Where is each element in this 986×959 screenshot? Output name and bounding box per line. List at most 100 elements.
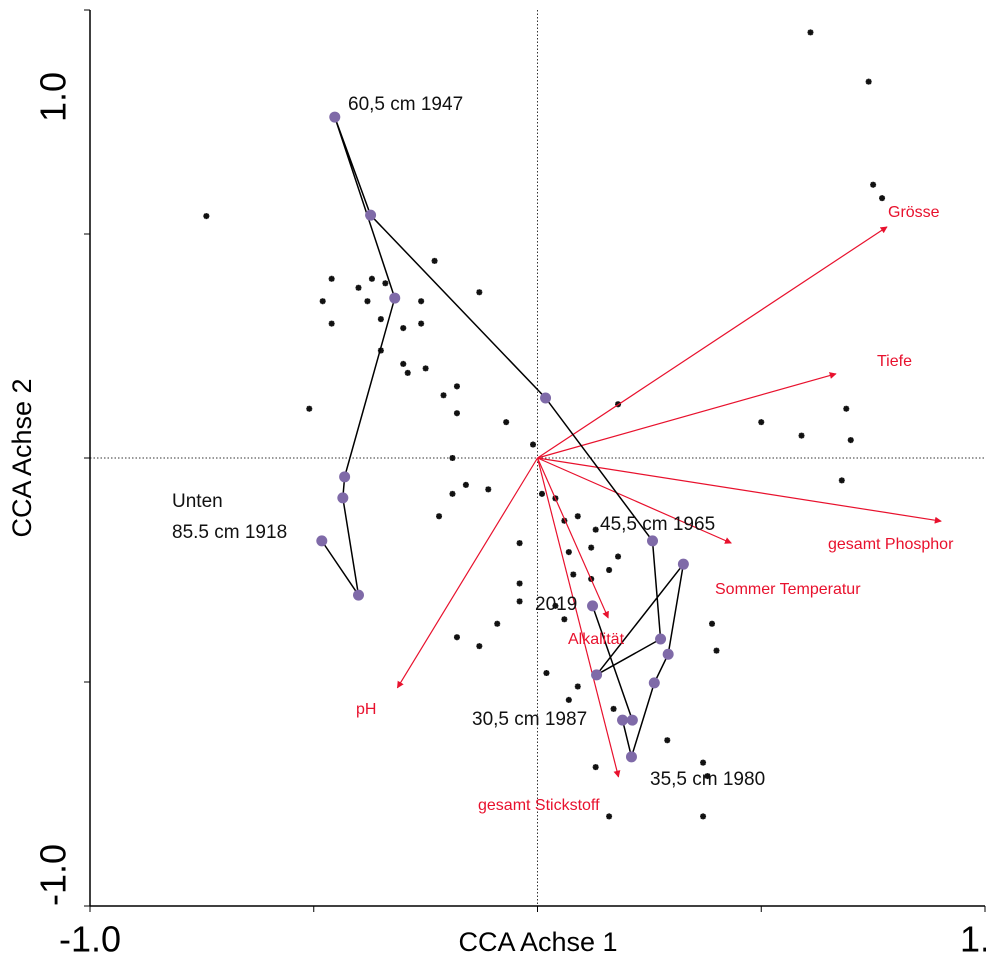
sample-point <box>625 751 637 763</box>
species-point <box>368 275 375 282</box>
y-tick-label: 1.0 <box>33 72 74 122</box>
species-point <box>203 213 210 220</box>
species-point <box>422 365 429 372</box>
species-point <box>382 280 389 287</box>
x-tick-label: 1.0 <box>960 919 986 959</box>
species-point <box>516 580 523 587</box>
species-point <box>418 320 425 327</box>
species-point <box>319 298 326 305</box>
sample-point <box>316 535 328 547</box>
species-point <box>516 598 523 605</box>
species-point <box>400 325 407 332</box>
sample-point <box>389 292 401 304</box>
species-point <box>561 517 568 524</box>
sample-label: 30,5 cm 1987 <box>472 709 587 730</box>
species-point <box>494 620 501 627</box>
sample-point <box>591 669 603 681</box>
species-point <box>453 383 460 390</box>
species-point <box>570 571 577 578</box>
x-axis-title: CCA Achse 1 <box>458 927 617 957</box>
species-point <box>543 670 550 677</box>
species-point <box>606 813 613 820</box>
species-point <box>364 298 371 305</box>
sample-point <box>626 714 638 726</box>
species-point <box>847 437 854 444</box>
species-point <box>843 405 850 412</box>
species-point <box>700 813 707 820</box>
species-point <box>574 683 581 690</box>
species-point <box>615 553 622 560</box>
species-point <box>758 419 765 426</box>
sample-point <box>617 714 629 726</box>
sample-label: 45,5 cm 1965 <box>600 514 715 535</box>
sample-point <box>329 111 341 123</box>
arrow-label: gesamt Stickstoff <box>478 797 600 814</box>
sample-label: Unten <box>172 491 223 512</box>
sample-point <box>655 633 667 645</box>
species-point <box>538 490 545 497</box>
species-point <box>453 634 460 641</box>
species-point <box>709 620 716 627</box>
species-point <box>503 419 510 426</box>
sample-point <box>365 209 377 221</box>
y-axis-title: CCA Achse 2 <box>7 378 37 537</box>
species-point <box>838 477 845 484</box>
species-point <box>462 481 469 488</box>
species-point <box>431 257 438 264</box>
species-point <box>436 513 443 520</box>
sample-point <box>337 492 349 504</box>
species-point <box>870 181 877 188</box>
species-point <box>606 567 613 573</box>
env-arrow <box>537 372 837 459</box>
sample-trajectory <box>321 116 685 760</box>
species-point <box>713 647 720 654</box>
species-point <box>377 316 384 323</box>
species-point <box>516 540 523 547</box>
env-arrow <box>536 457 621 778</box>
y-tick-label: -1.0 <box>33 844 74 906</box>
species-point <box>561 616 568 623</box>
species-point <box>355 284 362 291</box>
arrow-label: pH <box>356 701 376 718</box>
species-point <box>807 29 814 36</box>
species-point <box>704 773 711 780</box>
species-point <box>798 432 805 439</box>
species-point <box>865 78 872 85</box>
species-point <box>552 602 559 609</box>
species-point <box>449 455 456 461</box>
sample-point <box>587 600 599 612</box>
species-point <box>453 410 460 417</box>
species-point <box>328 275 335 282</box>
env-arrow <box>537 457 732 544</box>
env-arrow <box>536 457 609 619</box>
x-tick-label: -1.0 <box>59 919 121 959</box>
sample-label: 60,5 cm 1947 <box>348 94 463 115</box>
species-point <box>588 544 595 551</box>
sample-point <box>648 677 660 689</box>
species-point <box>328 320 335 327</box>
species-point <box>700 759 707 766</box>
arrow-label: Grösse <box>888 204 940 221</box>
sample-point <box>647 535 659 547</box>
sample-point <box>339 471 351 483</box>
species-point <box>664 737 671 744</box>
sample-point <box>540 392 552 404</box>
sample-point <box>662 648 674 660</box>
species-point <box>404 369 411 376</box>
species-point <box>400 360 407 367</box>
species-point <box>418 298 425 305</box>
sample-label: 35,5 cm 1980 <box>650 769 765 790</box>
species-point <box>485 486 492 493</box>
sample-label: 85.5 cm 1918 <box>172 522 287 543</box>
species-point <box>449 490 456 497</box>
env-arrow <box>396 457 539 689</box>
species-point <box>476 643 483 650</box>
species-point <box>592 526 599 533</box>
env-arrow <box>537 457 942 524</box>
species-point <box>306 405 313 412</box>
species-point <box>574 513 581 520</box>
env-arrow <box>537 226 888 459</box>
arrow-label: Sommer Temperatur <box>715 581 861 598</box>
